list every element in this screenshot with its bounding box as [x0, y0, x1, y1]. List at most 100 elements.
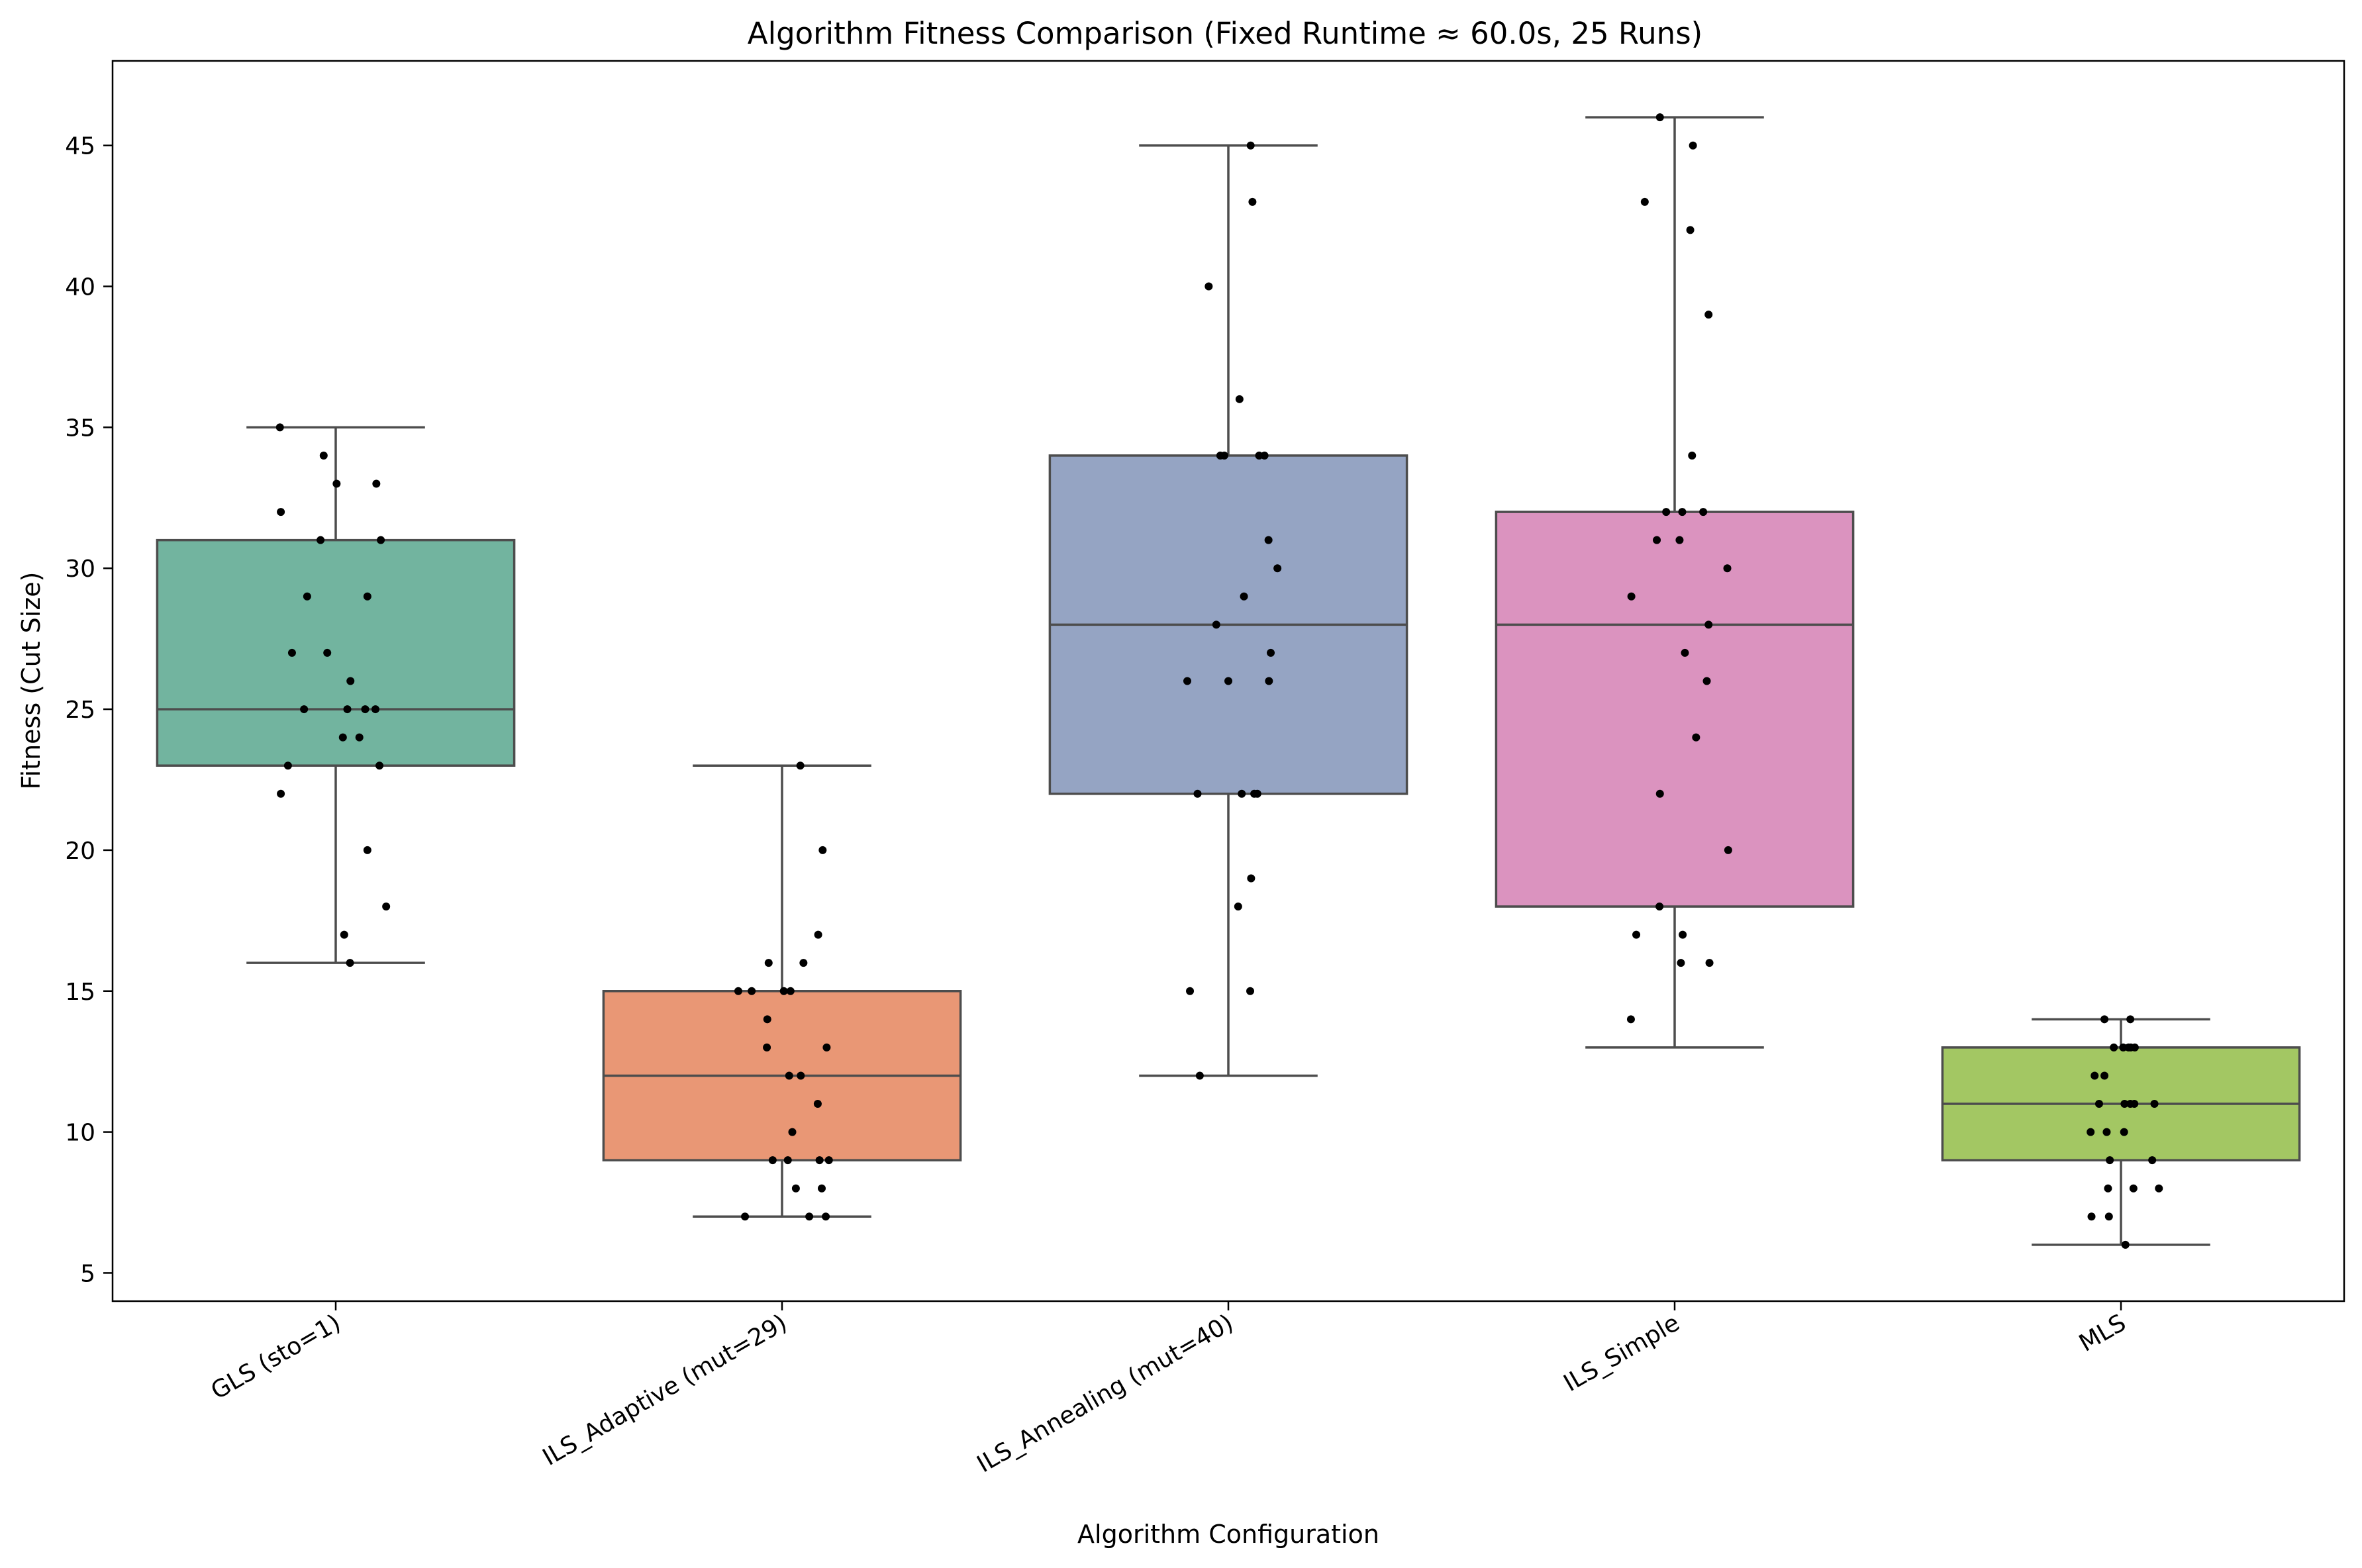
data-point — [817, 1184, 826, 1193]
y-tick-label: 40 — [65, 274, 95, 301]
data-point — [1246, 141, 1255, 150]
data-point — [319, 451, 328, 460]
data-point — [1704, 311, 1713, 319]
data-point — [1723, 564, 1732, 573]
data-point — [1212, 620, 1220, 629]
data-point — [323, 648, 332, 657]
data-point — [1692, 733, 1700, 742]
data-point — [2124, 1043, 2133, 1052]
data-point — [1705, 959, 1714, 967]
data-point — [2104, 1184, 2112, 1193]
data-point — [1704, 620, 1713, 629]
data-point — [382, 903, 391, 911]
data-point — [1238, 789, 1246, 798]
strip-points-4 — [1626, 113, 1732, 1024]
data-point — [377, 536, 385, 544]
strip-points-2 — [734, 761, 833, 1221]
data-point — [338, 733, 347, 742]
data-point — [783, 1156, 792, 1165]
data-point — [2104, 1212, 2113, 1221]
strip-points-3 — [1183, 141, 1282, 1080]
data-point — [788, 1128, 797, 1136]
data-point — [355, 733, 364, 742]
data-point — [2148, 1156, 2157, 1165]
y-tick-label: 5 — [80, 1260, 95, 1287]
data-point — [813, 1100, 822, 1108]
data-point — [763, 1015, 771, 1024]
y-tick-label: 20 — [65, 838, 95, 865]
data-point — [375, 761, 384, 770]
data-point — [1240, 592, 1248, 601]
data-point — [371, 705, 379, 714]
x-tick-label: GLS (sto=1) — [207, 1309, 346, 1405]
data-point — [317, 536, 325, 544]
data-point — [824, 1156, 833, 1165]
data-point — [283, 761, 292, 770]
x-tick-label: ILS_Annealing (mut=40) — [973, 1309, 1238, 1478]
data-point — [300, 705, 309, 714]
data-point — [1662, 508, 1671, 516]
data-point — [332, 479, 341, 488]
iqr-box — [1495, 511, 1855, 908]
data-point — [1675, 536, 1684, 544]
data-point — [786, 987, 795, 995]
y-tick-label: 15 — [65, 979, 95, 1006]
data-point — [287, 648, 296, 657]
data-point — [340, 930, 348, 939]
data-point — [1632, 930, 1641, 939]
data-point — [764, 959, 773, 967]
data-point — [822, 1212, 830, 1221]
data-point — [1265, 677, 1273, 685]
data-point — [2106, 1156, 2114, 1165]
data-point — [1195, 1071, 1204, 1080]
data-point — [797, 1071, 805, 1080]
x-tick-label: ILS_Simple — [1559, 1309, 1685, 1397]
box-group-3 — [1048, 144, 1408, 1077]
data-point — [277, 508, 285, 516]
data-point — [796, 761, 805, 770]
data-point — [1273, 564, 1282, 573]
data-point — [2087, 1128, 2095, 1136]
data-point — [1246, 987, 1255, 995]
data-point — [2091, 1071, 2099, 1080]
y-axis-label: Fitness (Cut Size) — [17, 572, 46, 790]
data-point — [1677, 959, 1685, 967]
data-point — [734, 987, 742, 995]
plot-frame — [111, 60, 2345, 1302]
data-point — [1248, 197, 1257, 206]
data-point — [1679, 930, 1687, 939]
x-tick-label: ILS_Adaptive (mut=29) — [538, 1309, 792, 1471]
box-group-2 — [602, 764, 962, 1218]
data-point — [1224, 677, 1232, 685]
data-point — [1655, 113, 1664, 122]
data-point — [1183, 677, 1191, 685]
data-point — [1702, 677, 1711, 685]
data-point — [346, 677, 355, 685]
data-point — [763, 1043, 771, 1052]
data-point — [785, 1071, 793, 1080]
data-point — [748, 987, 756, 995]
data-point — [1678, 508, 1687, 516]
data-point — [1247, 874, 1255, 883]
data-point — [1681, 648, 1689, 657]
data-point — [1699, 508, 1708, 516]
data-point — [1689, 141, 1697, 150]
data-point — [2102, 1128, 2111, 1136]
data-point — [346, 959, 354, 967]
data-point — [1186, 987, 1195, 995]
data-point — [1255, 451, 1263, 460]
data-point — [2120, 1128, 2128, 1136]
data-point — [805, 1212, 814, 1221]
data-point — [2087, 1212, 2096, 1221]
data-point — [1724, 846, 1732, 854]
data-point — [2130, 1100, 2139, 1108]
data-point — [303, 592, 311, 601]
data-point — [1686, 226, 1695, 234]
box-group-5 — [1941, 1018, 2301, 1246]
data-point — [361, 705, 369, 714]
strip-points-5 — [2087, 1015, 2163, 1249]
data-point — [2126, 1015, 2135, 1024]
box-group-1 — [156, 426, 516, 964]
data-point — [799, 959, 808, 967]
data-point — [1205, 282, 1213, 291]
